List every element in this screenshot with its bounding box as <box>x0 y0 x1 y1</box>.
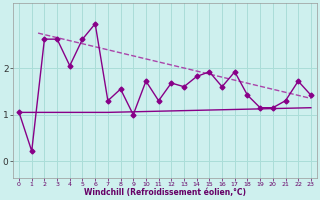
X-axis label: Windchill (Refroidissement éolien,°C): Windchill (Refroidissement éolien,°C) <box>84 188 246 197</box>
